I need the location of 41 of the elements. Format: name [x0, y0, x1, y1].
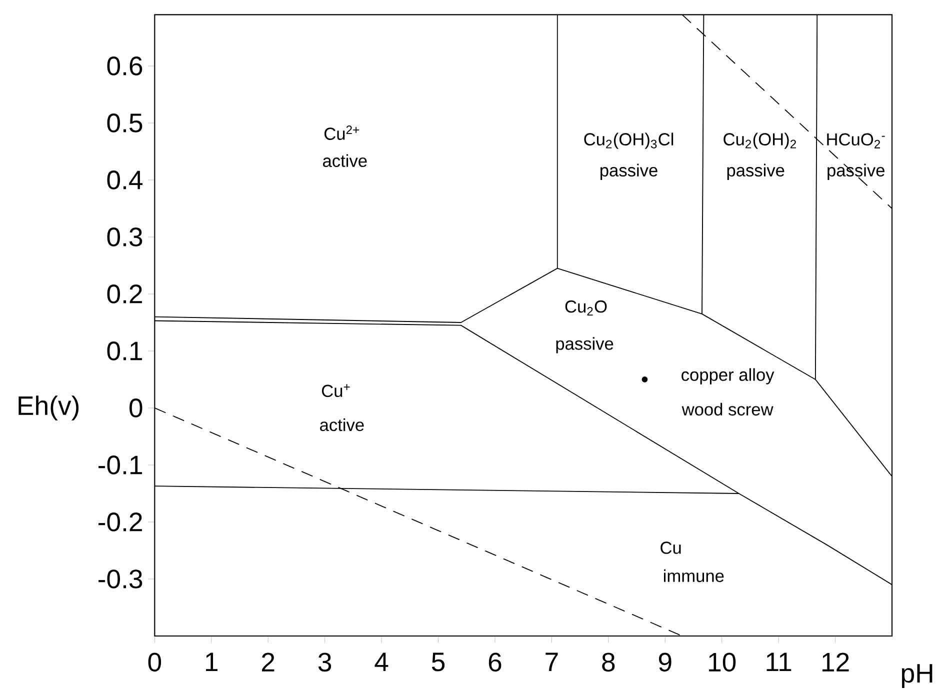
annotation: Cu$^{2+}$ — [324, 126, 360, 140]
annotation: immune — [664, 569, 724, 582]
annotation: Cu$_{2}$O — [565, 300, 607, 316]
annotation: copper alloy — [682, 368, 774, 384]
y-tick-label: 0.3 — [107, 228, 142, 246]
x-tick-label: 1 — [206, 652, 218, 672]
y-axis-title: Eh(v) — [18, 396, 79, 420]
x-tick-label: 11 — [766, 652, 792, 672]
x-tick-label: 12 — [822, 652, 849, 672]
y-tick-label: 0.5 — [107, 114, 142, 132]
x-tick-label: 2 — [262, 652, 274, 672]
annotation: active — [320, 418, 364, 432]
x-tick-label: 3 — [318, 652, 332, 672]
x-tick-label: 7 — [546, 652, 558, 672]
annotation: Cu$^{+}$ — [322, 384, 350, 398]
y-tick-label: 0 — [130, 398, 142, 418]
y-tick-label: 0.2 — [107, 284, 142, 304]
y-tick-label: 0.6 — [107, 56, 142, 76]
annotation: active — [322, 154, 367, 168]
annotation: Cu — [660, 542, 681, 554]
annotation: passive — [828, 164, 884, 180]
y-tick-label: -0.2 — [98, 512, 142, 532]
y-tick-label: -0.3 — [98, 570, 142, 588]
x-axis-title: pH — [902, 664, 932, 688]
annotation: passive — [600, 164, 658, 180]
x-tick-label: 5 — [432, 652, 445, 672]
annotation: Cu$_{2}$(OH)$_{2}$ — [724, 132, 796, 149]
annotation: wood screw — [682, 402, 774, 416]
y-tick-label: 0.1 — [107, 342, 142, 360]
annotation: passive — [556, 337, 614, 354]
annotation: Cu$_{2}$(OH)$_{3}$Cl — [584, 132, 674, 149]
y-tick-label: 0.4 — [107, 170, 143, 190]
x-tick-label: 0 — [148, 652, 162, 672]
x-tick-label: 8 — [602, 652, 615, 672]
annotation: passive — [727, 164, 784, 180]
x-tick-label: 9 — [658, 652, 672, 672]
x-tick-label: 4 — [374, 652, 388, 672]
x-tick-label: 6 — [488, 652, 502, 672]
y-tick-label: -0.1 — [98, 456, 142, 474]
x-tick-label: 10 — [709, 652, 736, 672]
annotation: HCuO$_{2}$- — [827, 133, 885, 148]
